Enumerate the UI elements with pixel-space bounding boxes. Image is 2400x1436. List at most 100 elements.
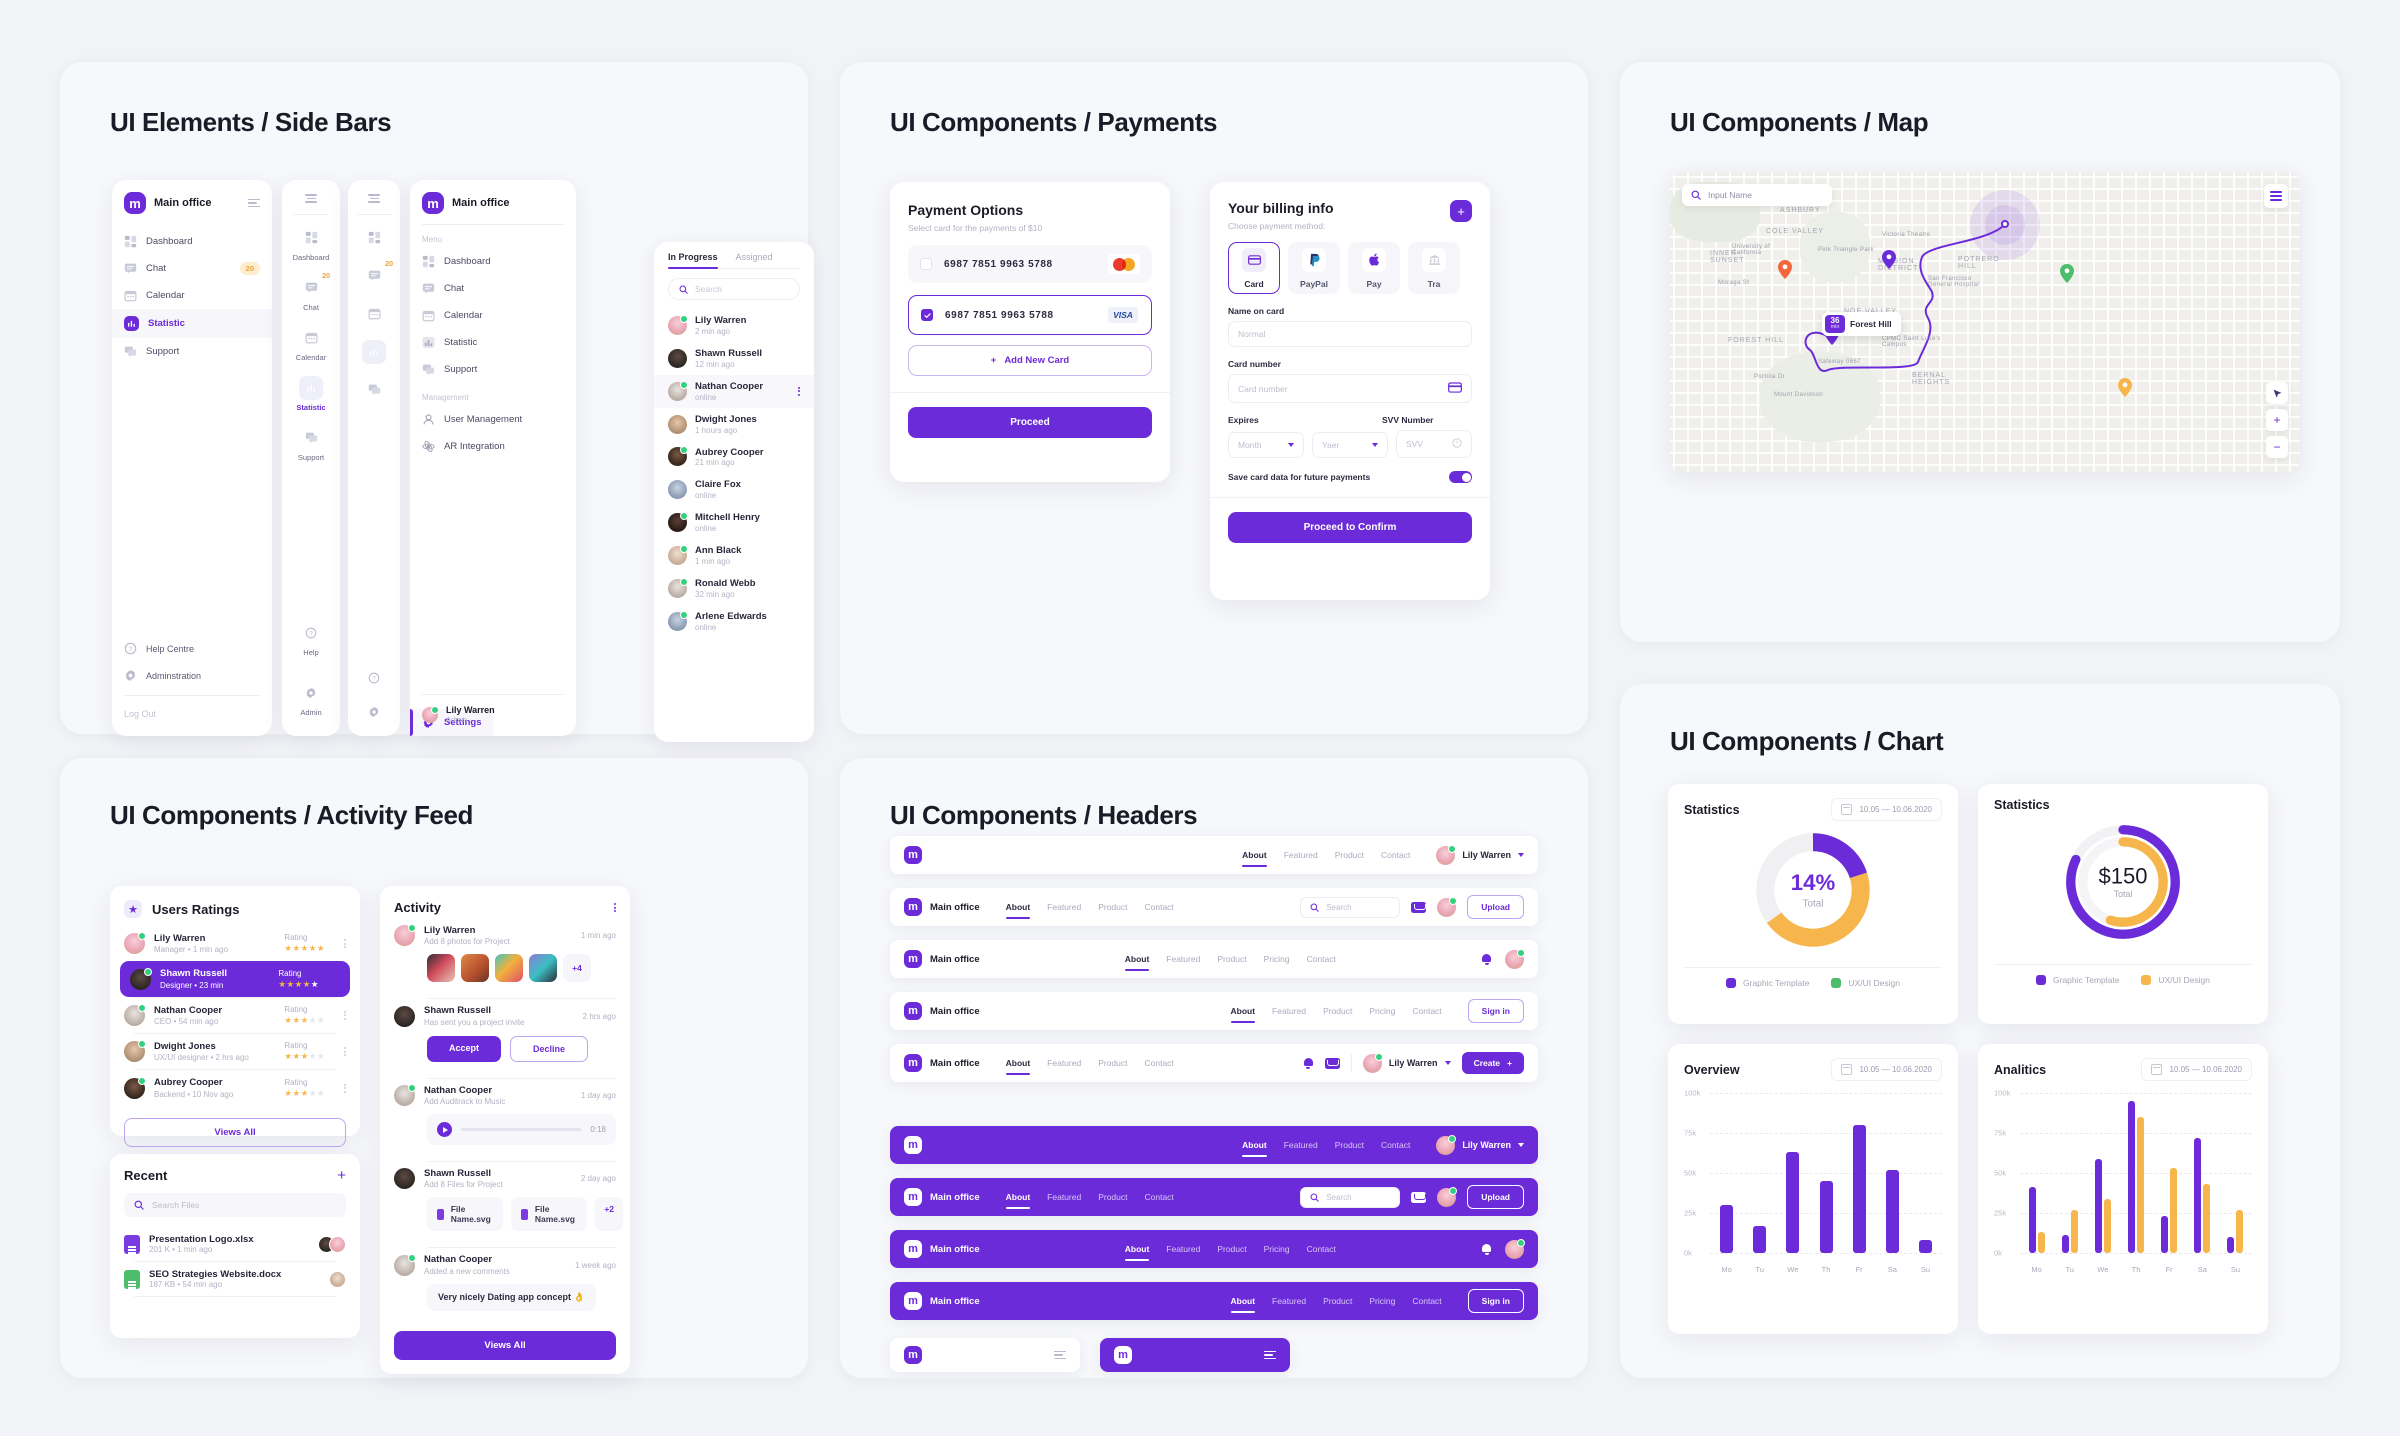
rail-item-help[interactable]: ? Help: [282, 614, 340, 664]
expiry-year-select[interactable]: Yaer: [1312, 432, 1388, 458]
nav-link-contact[interactable]: Contact: [1306, 1244, 1336, 1254]
zoom-out-button[interactable]: −: [2266, 436, 2288, 458]
avatar[interactable]: [1437, 896, 1458, 917]
user-menu[interactable]: Lily Warren: [1436, 844, 1524, 865]
bar[interactable]: [2094, 1158, 2102, 1253]
mail-icon[interactable]: [1411, 901, 1427, 913]
nav-link-featured[interactable]: Featured: [1166, 954, 1201, 964]
file-row[interactable]: Presentation Logo.xlsx 201 K • 1 min ago: [110, 1227, 360, 1261]
rail-icon-chat[interactable]: 20: [348, 257, 400, 295]
map-pin-yellow[interactable]: [2118, 378, 2132, 397]
mail-icon[interactable]: [1324, 1057, 1340, 1069]
bar[interactable]: [2194, 1137, 2202, 1253]
nav-link-contact[interactable]: Contact: [1144, 1058, 1174, 1068]
brand-logo-icon[interactable]: m: [904, 1136, 922, 1154]
row-menu-icon[interactable]: [344, 939, 346, 949]
rating-row[interactable]: Nathan Cooper CEO • 54 min ago Rating ★★★★…: [110, 998, 360, 1033]
help-icon[interactable]: ?: [362, 666, 386, 690]
sidebar-item-dashboard[interactable]: Dashboard: [410, 248, 576, 275]
chat-row-menu-icon[interactable]: [798, 386, 800, 396]
avatar[interactable]: [1505, 1238, 1525, 1259]
gear-icon[interactable]: [362, 700, 386, 724]
bar[interactable]: [2170, 1168, 2178, 1253]
chat-list-item[interactable]: Ronald Webb 32 min ago: [654, 572, 814, 605]
sidebar-item-help-centre[interactable]: ? Help Centre: [112, 635, 272, 662]
nav-link-product[interactable]: Product: [1217, 1244, 1247, 1254]
rating-row[interactable]: Lily Warren Manager • 1 min ago Rating ★★★…: [110, 926, 360, 961]
saved-card-row[interactable]: 6987 7851 9963 5788 VISA: [908, 295, 1152, 335]
hamburger-icon[interactable]: [248, 198, 260, 208]
expiry-month-select[interactable]: Month: [1228, 432, 1304, 458]
rail-icon-statistic[interactable]: [348, 333, 400, 371]
chat-list-item[interactable]: Lily Warren 2 min ago: [654, 309, 814, 342]
chat-list-item[interactable]: Nathan Cooper online: [654, 374, 814, 408]
nav-link-product[interactable]: Product: [1334, 1140, 1365, 1150]
rail-item-dashboard[interactable]: Dashboard: [282, 219, 340, 269]
avatar[interactable]: [1437, 1186, 1458, 1207]
card-checkbox[interactable]: [920, 258, 932, 270]
nav-link-pricing[interactable]: Pricing: [1263, 954, 1290, 964]
nav-link-featured[interactable]: Featured: [1283, 1140, 1318, 1150]
nav-link-contact[interactable]: Contact: [1381, 850, 1411, 860]
method-card[interactable]: Card: [1228, 242, 1280, 294]
nav-link-product[interactable]: Product: [1098, 902, 1128, 912]
bar[interactable]: [2103, 1198, 2111, 1253]
avatar[interactable]: [1436, 1134, 1457, 1155]
save-card-toggle[interactable]: [1449, 471, 1472, 483]
nav-link-contact[interactable]: Contact: [1381, 1140, 1411, 1150]
nav-link-pricing[interactable]: Pricing: [1369, 1006, 1396, 1016]
bar[interactable]: [1852, 1125, 1866, 1253]
nav-link-about[interactable]: About: [1242, 843, 1267, 867]
chat-list-item[interactable]: Arlene Edwards online: [654, 605, 814, 638]
rail-icon-dashboard[interactable]: [348, 219, 400, 257]
chat-list-item[interactable]: Dwight Jones 1 hours ago: [654, 408, 814, 441]
upload-button[interactable]: Upload: [1467, 1185, 1524, 1209]
activity-menu-icon[interactable]: [614, 903, 616, 912]
more-photos[interactable]: +4: [563, 954, 591, 983]
rail-item-support[interactable]: Support: [282, 419, 340, 469]
chat-list-item[interactable]: Mitchell Henry online: [654, 506, 814, 539]
ratings-views-all-button[interactable]: Views All: [124, 1117, 346, 1147]
bar[interactable]: [2236, 1209, 2244, 1253]
photo-thumb[interactable]: [461, 954, 489, 983]
bar[interactable]: [1786, 1152, 1800, 1253]
rating-row[interactable]: Aubrey Cooper Backend • 10 Nov ago Rating…: [110, 1070, 360, 1105]
help-icon[interactable]: ?: [1452, 438, 1462, 450]
bar[interactable]: [2128, 1101, 2135, 1253]
mail-icon[interactable]: [1411, 1191, 1427, 1203]
more-files[interactable]: +2: [595, 1197, 624, 1232]
bar[interactable]: [1885, 1169, 1899, 1253]
bar[interactable]: [2061, 1235, 2069, 1253]
sidebar-item-ar-integration[interactable]: AR Integration: [410, 433, 576, 460]
sidebar-item-dashboard[interactable]: Dashboard: [112, 228, 272, 255]
nav-link-about[interactable]: About: [1005, 1051, 1030, 1075]
rating-row[interactable]: Dwight Jones UX/UI designer • 2 hrs ago R…: [110, 1034, 360, 1069]
bar[interactable]: [2203, 1184, 2211, 1253]
create-button[interactable]: Create +: [1461, 1052, 1524, 1074]
rail-item-statistic[interactable]: Statistic: [282, 369, 340, 419]
nav-link-featured[interactable]: Featured: [1272, 1296, 1307, 1306]
date-range-picker[interactable]: 10.05 — 10.06.2020: [2141, 1058, 2252, 1081]
activity-views-all-button[interactable]: Views All: [394, 1330, 616, 1360]
nav-link-contact[interactable]: Contact: [1306, 954, 1336, 964]
hamburger-icon[interactable]: [305, 180, 317, 203]
brand-logo-icon[interactable]: m: [904, 950, 922, 968]
map-pin-label[interactable]: 36 min Forest Hill: [1822, 312, 1901, 336]
method-apple-pay[interactable]: Pay: [1348, 242, 1400, 294]
brand-logo-icon[interactable]: m: [904, 846, 922, 864]
card-checkbox[interactable]: [921, 309, 933, 321]
bar[interactable]: [2028, 1187, 2036, 1253]
nav-link-featured[interactable]: Featured: [1047, 1058, 1082, 1068]
nav-link-about[interactable]: About: [1242, 1133, 1267, 1157]
logout-button[interactable]: Log Out: [124, 709, 157, 719]
nav-link-contact[interactable]: Contact: [1412, 1296, 1442, 1306]
add-method-button[interactable]: +: [1450, 200, 1472, 222]
map-pin-green[interactable]: [2060, 264, 2074, 283]
nav-link-featured[interactable]: Featured: [1047, 1192, 1082, 1202]
nav-link-product[interactable]: Product: [1098, 1058, 1128, 1068]
brand-logo-icon[interactable]: m: [904, 1292, 922, 1310]
sidebar-item-support[interactable]: Support: [410, 356, 576, 383]
photo-thumb[interactable]: [495, 954, 523, 983]
svv-input[interactable]: SVV ?: [1396, 430, 1472, 458]
nav-link-about[interactable]: About: [1005, 895, 1030, 919]
